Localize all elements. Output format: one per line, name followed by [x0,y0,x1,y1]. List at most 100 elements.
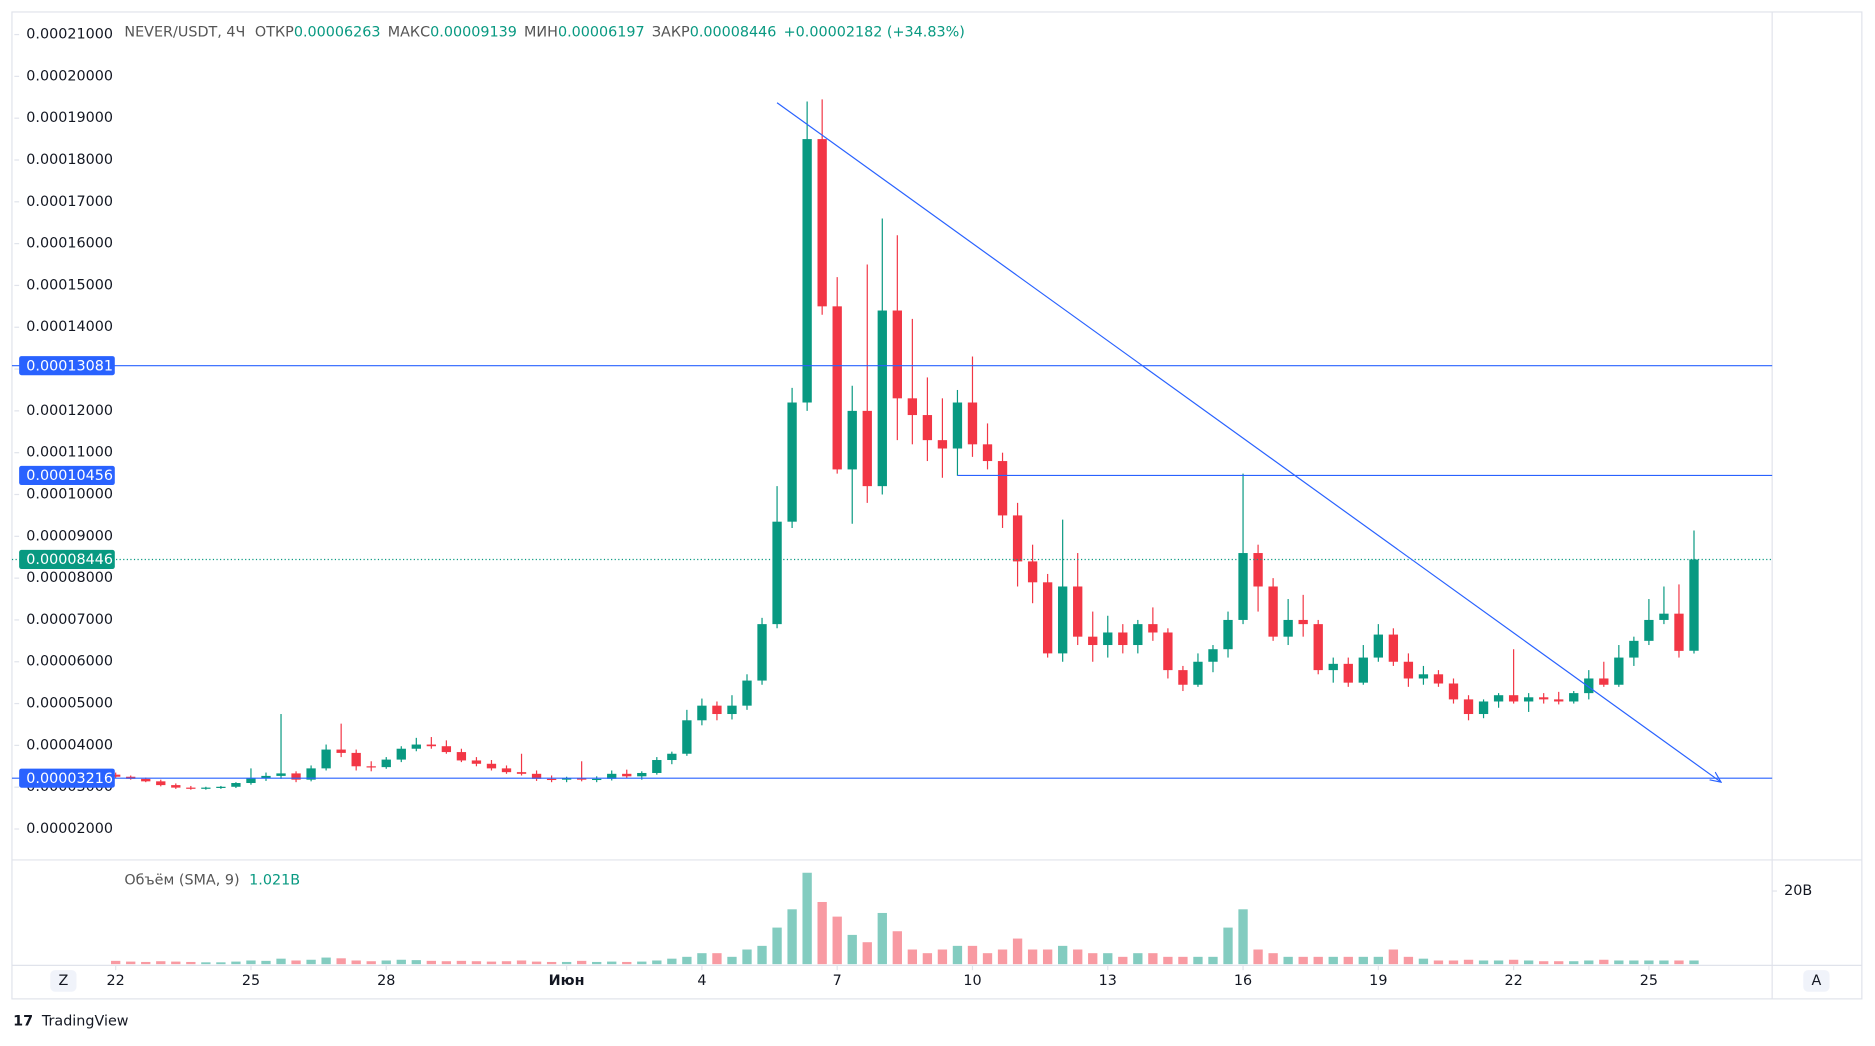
candle-body [982,444,993,462]
volume-bar [1328,956,1338,965]
y-tick-label: 0.00009000 [26,528,113,544]
candle-body [1103,632,1113,646]
candle-body [967,402,978,445]
y-tick-label: 0.00008000 [26,570,113,586]
volume-bar [1659,960,1669,965]
volume-bar [1313,956,1323,965]
volume-bar [1403,956,1414,965]
volume-bar [1238,909,1248,965]
candle-body [1463,699,1474,715]
candle-body [697,705,707,721]
x-tick-label: 22 [1504,973,1522,989]
close-value: 0.00008446 [690,24,777,40]
volume-bar [742,949,752,965]
zoom-button[interactable] [50,970,77,992]
x-tick-label: 25 [242,973,260,989]
candle-body [1614,657,1624,685]
volume-tick-label: 20B [1784,883,1812,899]
volume-bar [456,960,467,965]
candle-body [862,410,872,487]
candle-body [712,705,722,715]
candle-body [111,774,121,777]
price-label-box [19,768,115,788]
candle-body [997,461,1008,516]
volume-bar [682,956,692,965]
candle-body [1283,619,1293,637]
volume-bar [1178,956,1188,965]
candle-body [156,781,166,786]
candle-body [486,763,497,769]
candle-body [592,778,602,781]
volume-bar [832,916,842,965]
volume-bar [727,956,737,965]
x-tick-label: 25 [1640,973,1658,989]
volume-bar [306,959,316,965]
volume-bar [1358,956,1368,965]
volume-bar [1088,953,1098,965]
candle-body [607,773,617,779]
volume-bar [1118,956,1128,965]
volume-bar [1448,960,1459,965]
volume-bar [1433,960,1444,965]
volume-bar [381,960,391,965]
volume-bar [922,953,933,965]
volume-bar [997,949,1008,965]
low-label: МИН [524,24,558,40]
volume-bar [246,960,256,965]
candle-body [1268,586,1278,637]
volume-bar [907,949,918,965]
trendline [776,102,1721,782]
volume-bar [607,961,617,965]
volume-bar [201,962,211,965]
candle-body [1674,613,1684,651]
auto-button[interactable] [1803,970,1830,992]
y-tick-label: 0.00015000 [26,277,113,293]
volume-bar [1554,961,1564,965]
auto-button-label[interactable]: A [1811,973,1821,989]
candle-body [366,766,376,768]
x-tick-label: 19 [1369,973,1387,989]
y-tick-label: 0.00011000 [26,445,113,461]
volume-bar [261,960,271,965]
volume-bar [967,945,978,965]
candle-body [622,773,632,777]
volume-bar [111,960,121,965]
candle-body [1193,661,1203,685]
volume-bar [336,958,346,965]
volume-bar [231,961,241,965]
candle-body [351,752,361,767]
price-label-box [19,356,115,376]
candle-body [1659,613,1669,620]
volume-bar [1012,938,1023,965]
volume-bar [1223,927,1233,965]
candle-body [1539,697,1549,700]
candle-body [772,521,782,625]
candle-body [1012,515,1023,562]
volume-bar [652,960,662,965]
x-tick-label: 28 [377,973,395,989]
volume-bar [892,931,902,965]
volume-bar [787,909,797,965]
candle-body [381,759,391,768]
volume-bar [1193,956,1203,965]
candle-body [471,760,482,764]
volume-bar [276,958,286,965]
y-tick-label: 0.00018000 [26,152,113,168]
volume-bar [1253,949,1263,965]
volume-bar [1584,960,1594,965]
candle-body [321,749,331,769]
candle-body [1223,619,1233,650]
candle-body [1133,624,1143,646]
volume-bar [1674,960,1684,965]
volume-bar [1103,953,1113,965]
volume-bar [1343,956,1353,965]
candle-body [1508,695,1519,702]
zoom-button-label[interactable]: Z [58,973,68,989]
volume-bar [1508,959,1519,965]
volume-bar [321,957,331,965]
volume-bar [486,961,497,965]
candle-body [1073,586,1083,637]
volume-bar [1268,953,1278,965]
candle-body [516,772,527,774]
